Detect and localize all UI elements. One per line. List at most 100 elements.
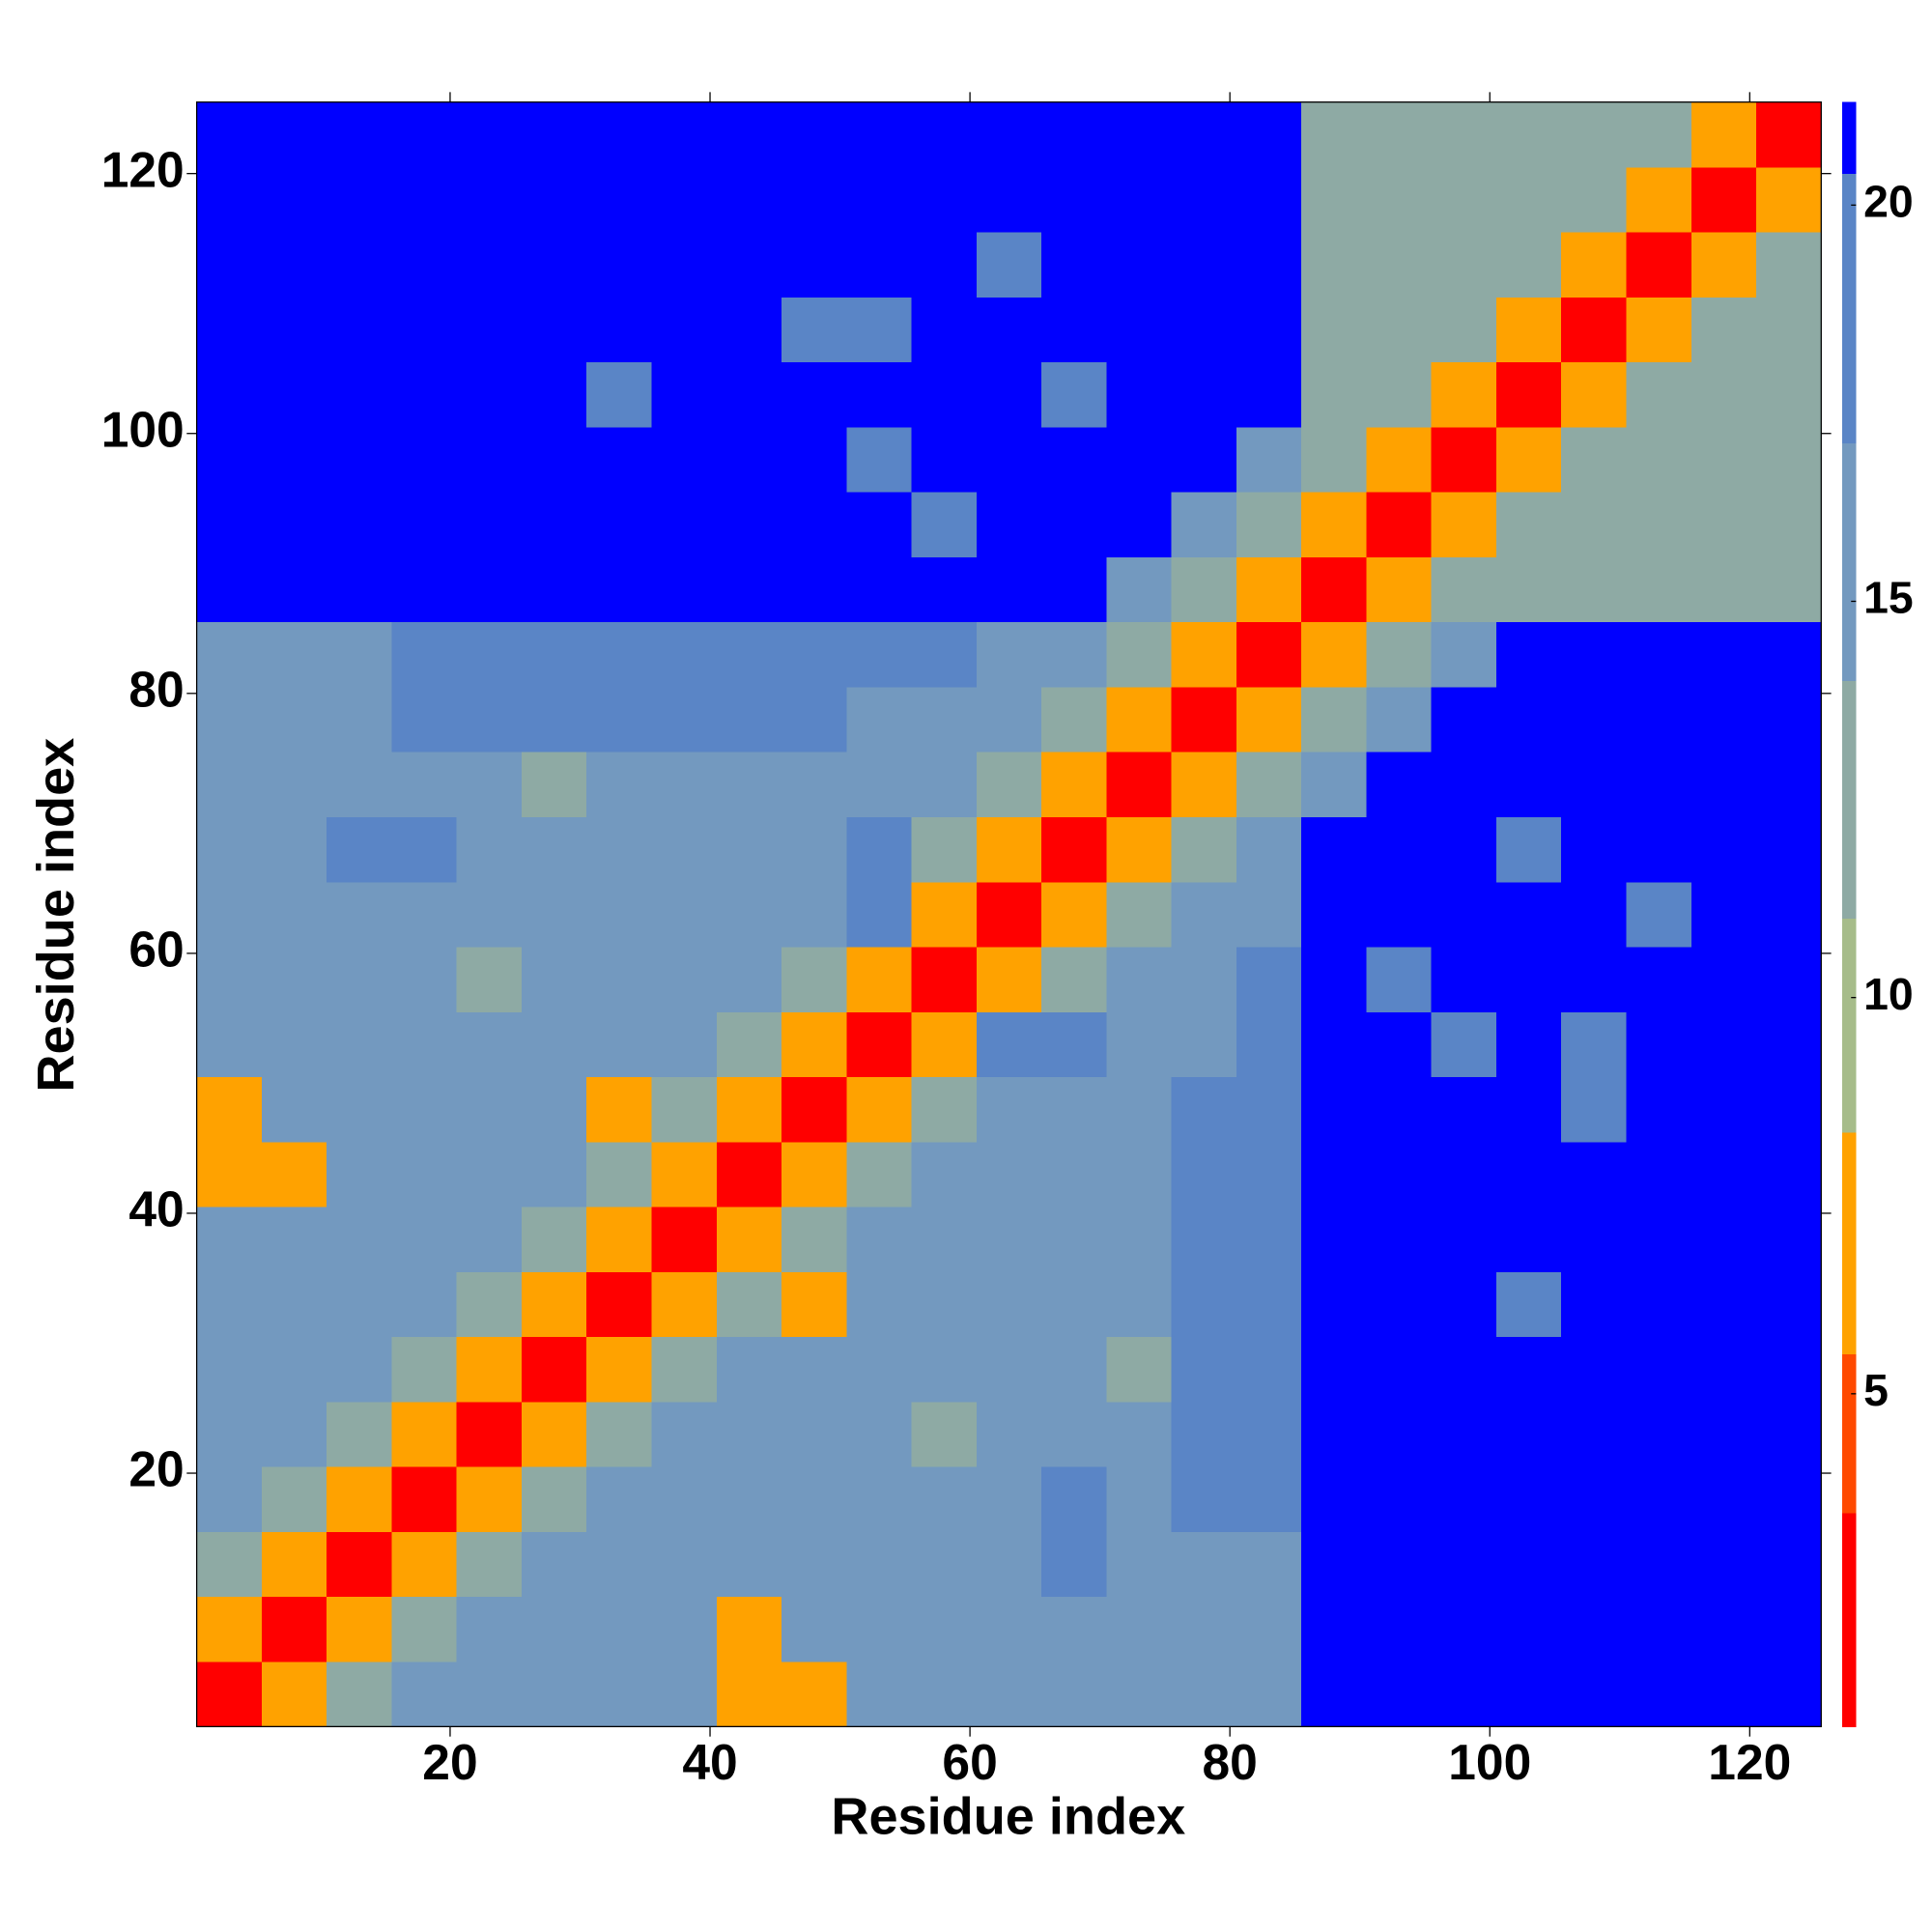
heatmap-cell xyxy=(521,1662,587,1727)
heatmap-cell xyxy=(911,101,978,168)
heatmap-cell xyxy=(1495,816,1562,883)
heatmap-cell xyxy=(196,1531,263,1598)
heatmap-cell xyxy=(196,1336,263,1403)
colorbar-band xyxy=(1842,101,1857,174)
heatmap-cell xyxy=(1366,101,1433,168)
heatmap-cell xyxy=(521,621,587,688)
heatmap-cell xyxy=(1041,556,1107,623)
heatmap-cell xyxy=(1431,166,1497,233)
heatmap-cell xyxy=(1041,1336,1107,1403)
heatmap-cell xyxy=(911,492,978,557)
heatmap-cell xyxy=(846,752,912,818)
heatmap-cell xyxy=(1626,947,1692,1012)
heatmap-cell xyxy=(1561,1531,1627,1598)
heatmap-cell xyxy=(586,752,652,818)
heatmap-cell xyxy=(1561,1466,1627,1532)
heatmap-cell xyxy=(651,1076,718,1143)
heatmap-cell xyxy=(1171,101,1237,168)
heatmap-cell xyxy=(1756,621,1822,688)
colorbar-band xyxy=(1842,1132,1857,1355)
heatmap-cell xyxy=(846,1531,912,1598)
heatmap-cell xyxy=(586,621,652,688)
heatmap-cell xyxy=(196,816,263,883)
heatmap-cell xyxy=(1690,881,1757,948)
heatmap-cell xyxy=(1431,1596,1497,1662)
heatmap-cell xyxy=(846,1596,912,1662)
heatmap-cell xyxy=(1236,297,1302,363)
heatmap-cell xyxy=(1106,1076,1173,1143)
heatmap-cell xyxy=(911,1466,978,1532)
heatmap-cell xyxy=(781,1402,847,1467)
heatmap-cell xyxy=(976,947,1042,1012)
heatmap-cell xyxy=(1236,881,1302,948)
heatmap-cell xyxy=(846,361,912,428)
heatmap-cell xyxy=(1561,361,1627,428)
heatmap-cell xyxy=(196,232,263,298)
heatmap-cell xyxy=(1366,1011,1433,1078)
heatmap-cell xyxy=(1171,361,1237,428)
heatmap-cell xyxy=(911,361,978,428)
heatmap-cell xyxy=(391,1207,458,1272)
heatmap-cell xyxy=(1171,1402,1237,1467)
heatmap-cell xyxy=(651,101,718,168)
x-axis-label: Residue index xyxy=(831,1787,1185,1845)
heatmap-cell xyxy=(1626,1271,1692,1338)
heatmap-cell xyxy=(456,1271,523,1338)
heatmap-cell xyxy=(651,816,718,883)
heatmap-cell xyxy=(1495,427,1562,493)
heatmap-cell xyxy=(1626,1466,1692,1532)
heatmap-cell xyxy=(1561,1662,1627,1727)
x-tick-label: 100 xyxy=(1448,1734,1531,1790)
heatmap-cell xyxy=(1431,1011,1497,1078)
heatmap-cell xyxy=(327,1662,392,1727)
heatmap-cell xyxy=(1236,1011,1302,1078)
heatmap-cell xyxy=(1301,1076,1367,1143)
heatmap-cell xyxy=(586,556,652,623)
heatmap-cell xyxy=(1431,1207,1497,1272)
heatmap-cell xyxy=(911,1662,978,1727)
heatmap-cell xyxy=(781,166,847,233)
heatmap-cell xyxy=(1106,1402,1173,1467)
heatmap-cell xyxy=(1561,492,1627,557)
heatmap-cell xyxy=(586,1076,652,1143)
heatmap-cell xyxy=(1301,1141,1367,1208)
heatmap-cell xyxy=(391,361,458,428)
heatmap-cell xyxy=(521,166,587,233)
heatmap-cell xyxy=(1431,1662,1497,1727)
heatmap-cell xyxy=(1366,1271,1433,1338)
heatmap-cell xyxy=(1236,1596,1302,1662)
heatmap-cell xyxy=(327,556,392,623)
heatmap-cell xyxy=(976,1531,1042,1598)
heatmap-cell xyxy=(261,1531,327,1598)
heatmap-cell xyxy=(846,1271,912,1338)
heatmap-cell xyxy=(1495,166,1562,233)
heatmap-cell xyxy=(911,297,978,363)
heatmap-cell xyxy=(911,752,978,818)
heatmap-cell xyxy=(716,361,782,428)
heatmap-cell xyxy=(1431,297,1497,363)
heatmap-cell xyxy=(1561,947,1627,1012)
heatmap-cell xyxy=(1301,1531,1367,1598)
heatmap-cell xyxy=(1626,1662,1692,1727)
heatmap-cell xyxy=(196,1207,263,1272)
heatmap-cell xyxy=(1106,492,1173,557)
heatmap-cell xyxy=(1236,556,1302,623)
heatmap-cell xyxy=(846,816,912,883)
heatmap-cell xyxy=(846,947,912,1012)
heatmap-cell xyxy=(1106,881,1173,948)
heatmap-cell xyxy=(1431,687,1497,753)
heatmap-cell xyxy=(651,621,718,688)
heatmap-cell xyxy=(1236,1336,1302,1403)
heatmap-cell xyxy=(1041,492,1107,557)
heatmap-cell xyxy=(1366,881,1433,948)
heatmap-cell xyxy=(456,752,523,818)
heatmap-cell xyxy=(1236,1402,1302,1467)
heatmap-cell xyxy=(1561,752,1627,818)
heatmap-cell xyxy=(521,492,587,557)
plot-frame xyxy=(195,101,1822,1728)
heatmap-cell xyxy=(1431,492,1497,557)
heatmap-cell xyxy=(1301,1662,1367,1727)
heatmap-cell xyxy=(456,556,523,623)
heatmap-cell xyxy=(846,1662,912,1727)
heatmap-cell xyxy=(1106,1207,1173,1272)
